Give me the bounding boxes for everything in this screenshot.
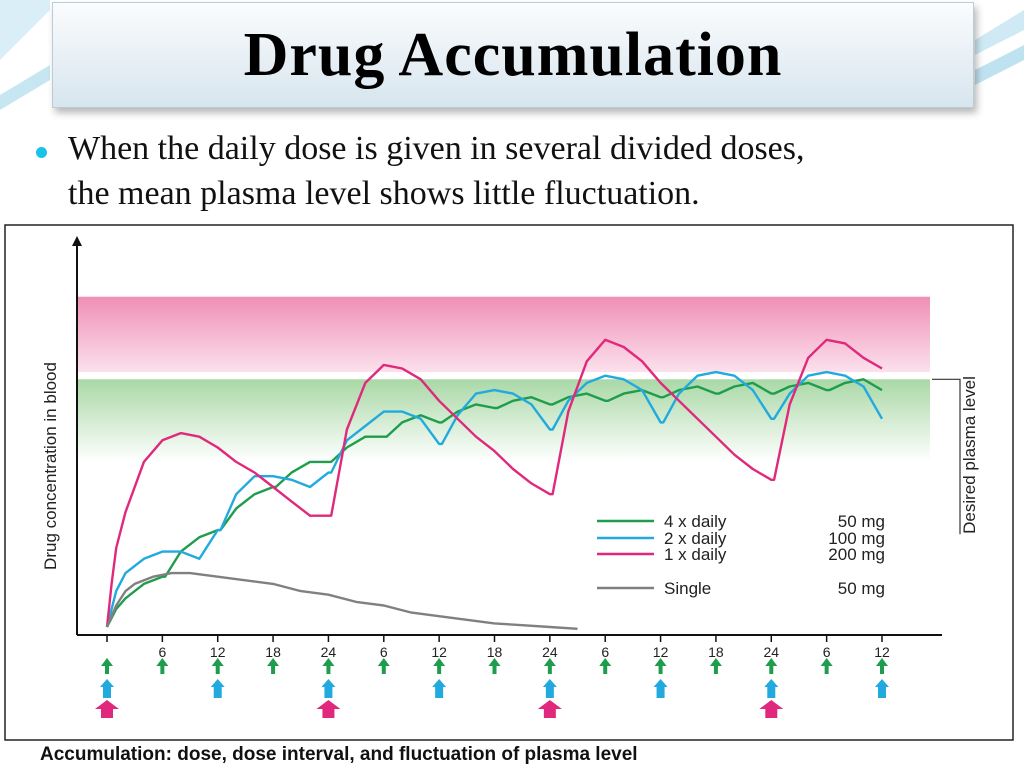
desired-level-bracket	[932, 378, 961, 535]
y-axis-arrow-icon	[72, 236, 82, 246]
legend-label: Single	[664, 579, 711, 598]
dose-arrow-icon	[100, 679, 114, 698]
legend-dose: 50 mg	[838, 579, 885, 598]
x-tick-label: 6	[601, 644, 609, 660]
dose-arrow-icon	[654, 658, 667, 674]
dose-arrow-icon	[543, 658, 556, 674]
series-line-1-x-daily	[105, 338, 883, 628]
dose-arrow-icon	[542, 679, 557, 698]
bullet-dot-icon	[36, 147, 47, 158]
dose-arrow-icon	[322, 658, 335, 674]
dose-arrow-icon	[211, 658, 224, 674]
desired-plasma-level-label: Desired plasma level	[960, 376, 979, 534]
x-tick-label: 12	[210, 644, 226, 660]
legend-dose: 200 mg	[828, 545, 885, 564]
x-tick-label: 24	[542, 644, 558, 660]
x-tick-label: 6	[380, 644, 388, 660]
dose-arrow-icon	[377, 658, 390, 674]
dose-arrow-icon	[210, 679, 225, 698]
dose-arrow-icon	[433, 658, 446, 674]
x-tick-label: 18	[487, 644, 503, 660]
x-tick-label: 24	[763, 644, 779, 660]
dose-arrow-icon	[316, 700, 341, 718]
band-above-desired	[78, 296, 930, 373]
dose-arrow-icon	[599, 658, 612, 674]
bullet-line-1: When the daily dose is given in several …	[68, 130, 805, 167]
y-axis-label: Drug concentration in blood	[41, 362, 60, 570]
x-tick-label: 6	[158, 644, 166, 660]
dose-arrow-icon	[653, 679, 668, 698]
legend-label: 2 x daily	[664, 529, 727, 548]
legend-dose: 50 mg	[838, 512, 885, 531]
legend-label: 1 x daily	[664, 545, 727, 564]
dose-arrow-icon	[876, 658, 888, 674]
dose-arrow-icon	[537, 700, 562, 718]
title-box: Drug Accumulation	[52, 2, 974, 108]
x-tick-label: 18	[708, 644, 724, 660]
x-tick-label: 12	[653, 644, 669, 660]
dose-arrow-icon	[95, 700, 119, 718]
x-tick-label: 12	[874, 644, 890, 660]
x-tick-label: 18	[265, 644, 281, 660]
dose-arrow-icon	[267, 658, 280, 674]
series-line-2-x-daily	[105, 370, 884, 628]
legend-dose: 100 mg	[828, 529, 885, 548]
dose-arrow-icon	[759, 700, 784, 718]
bullet-line-2: the mean plasma level shows little fluct…	[68, 175, 700, 212]
dose-arrow-icon	[101, 658, 113, 674]
x-tick-label: 12	[431, 644, 447, 660]
dose-arrow-icon	[432, 679, 447, 698]
x-tick-label: 6	[823, 644, 831, 660]
dose-arrow-icon	[321, 679, 336, 698]
dose-arrow-icon	[764, 679, 779, 698]
dose-arrow-icon	[709, 658, 722, 674]
dose-arrow-icon	[875, 679, 889, 698]
dose-arrow-icon	[488, 658, 501, 674]
dose-arrow-icon	[156, 658, 169, 674]
page-title: Drug Accumulation	[243, 20, 783, 89]
dose-arrow-icon	[765, 658, 778, 674]
dose-arrow-icon	[820, 658, 833, 674]
legend-label: 4 x daily	[664, 512, 727, 531]
x-tick-label: 24	[321, 644, 337, 660]
series-line-single	[105, 571, 578, 630]
chart-caption: Accumulation: dose, dose interval, and f…	[40, 744, 638, 765]
